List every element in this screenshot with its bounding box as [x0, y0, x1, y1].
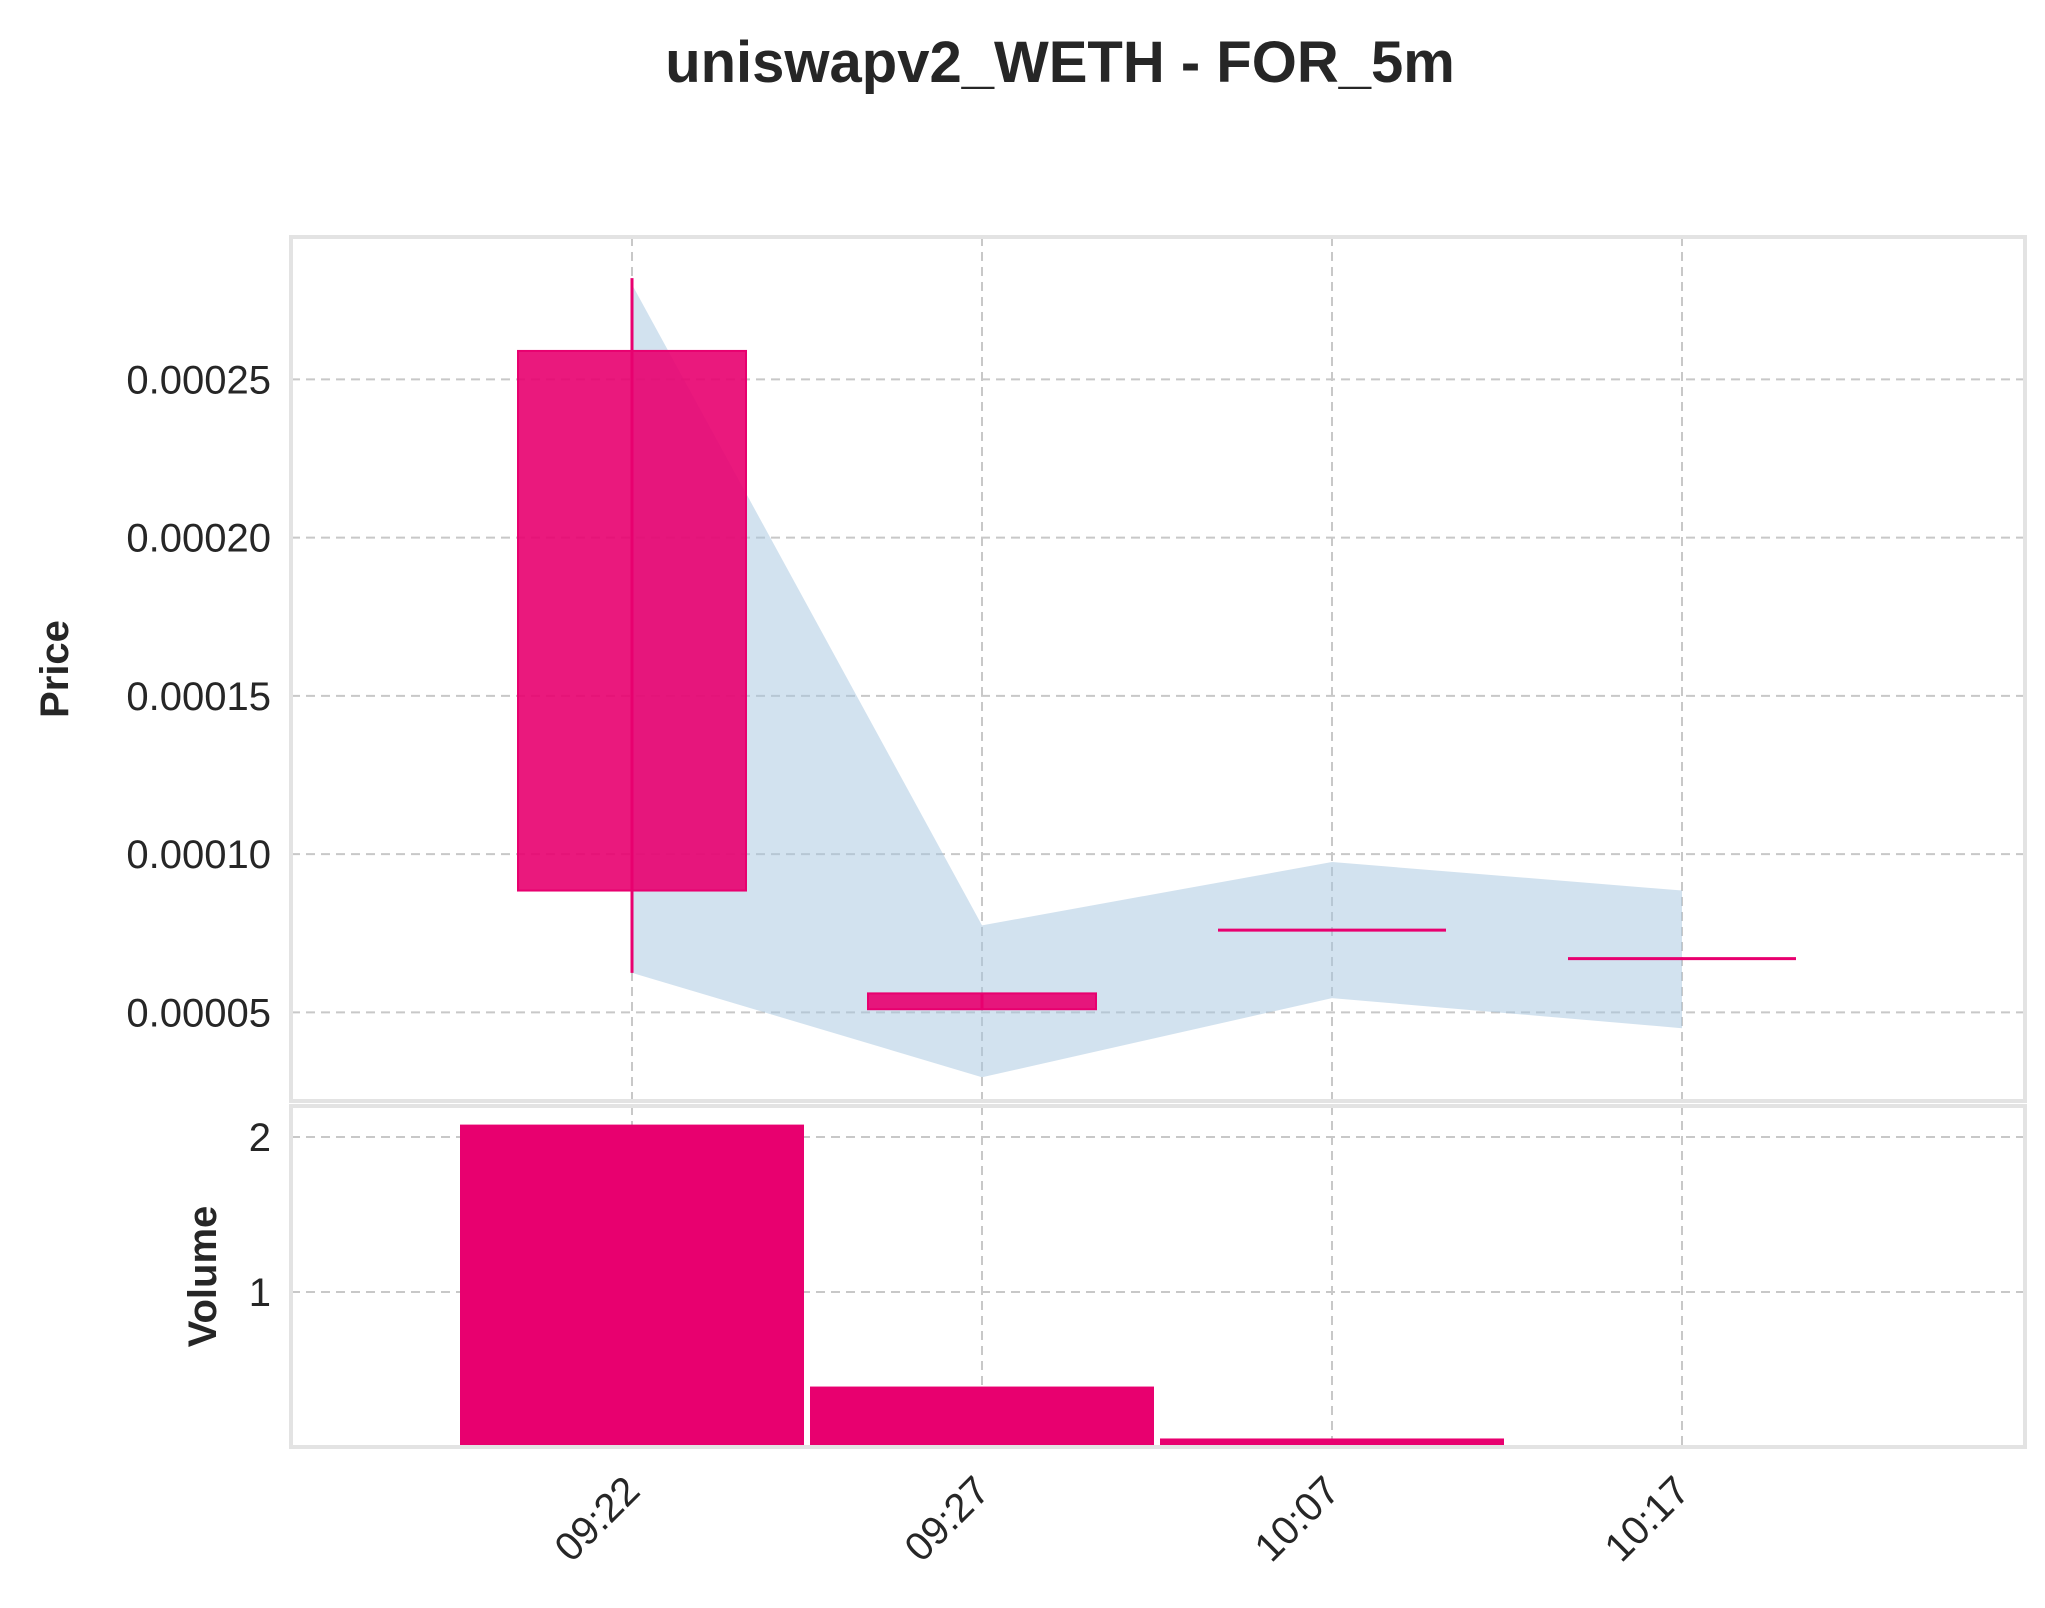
price-band — [632, 284, 1682, 1078]
x-tick-label: 10:07 — [1246, 1468, 1348, 1570]
price-frame — [289, 235, 2027, 1103]
price-tick-label: 0.00025 — [126, 358, 271, 402]
volume-tick-label: 1 — [249, 1271, 271, 1315]
volume-bar-1007 — [1160, 1438, 1504, 1447]
chart-title: uniswapv2_WETH - FOR_5m — [665, 30, 1455, 95]
volume-tick-label: 2 — [249, 1116, 271, 1160]
candle-body — [867, 992, 1097, 1011]
price-tick-label: 0.00020 — [126, 517, 271, 561]
volume-frame — [289, 1104, 2027, 1449]
price-tick-label: 0.00010 — [126, 833, 271, 877]
volume-bar-0927 — [810, 1386, 1154, 1447]
price-tick-label: 0.00005 — [126, 991, 271, 1035]
candle-body — [517, 349, 747, 892]
price-tick-label: 0.00015 — [126, 675, 271, 719]
x-tick-label: 09:27 — [896, 1468, 998, 1570]
price-panel: 0.00005 0.00010 0.00015 0.00020 0.00025 Price — [33, 235, 2027, 1103]
x-tick-label: 09:22 — [546, 1468, 648, 1570]
volume-bar-0922 — [460, 1124, 804, 1447]
price-axis-title: Price — [33, 620, 77, 718]
x-axis: 09:22 09:27 10:07 10:17 — [546, 1468, 1698, 1570]
volume-axis-title: Volume — [181, 1206, 225, 1348]
candle-0922 — [517, 278, 747, 973]
candle-0927 — [867, 992, 1097, 1011]
x-tick-label: 10:17 — [1596, 1468, 1698, 1570]
volume-panel: 1 2 Volume — [181, 1104, 2027, 1449]
